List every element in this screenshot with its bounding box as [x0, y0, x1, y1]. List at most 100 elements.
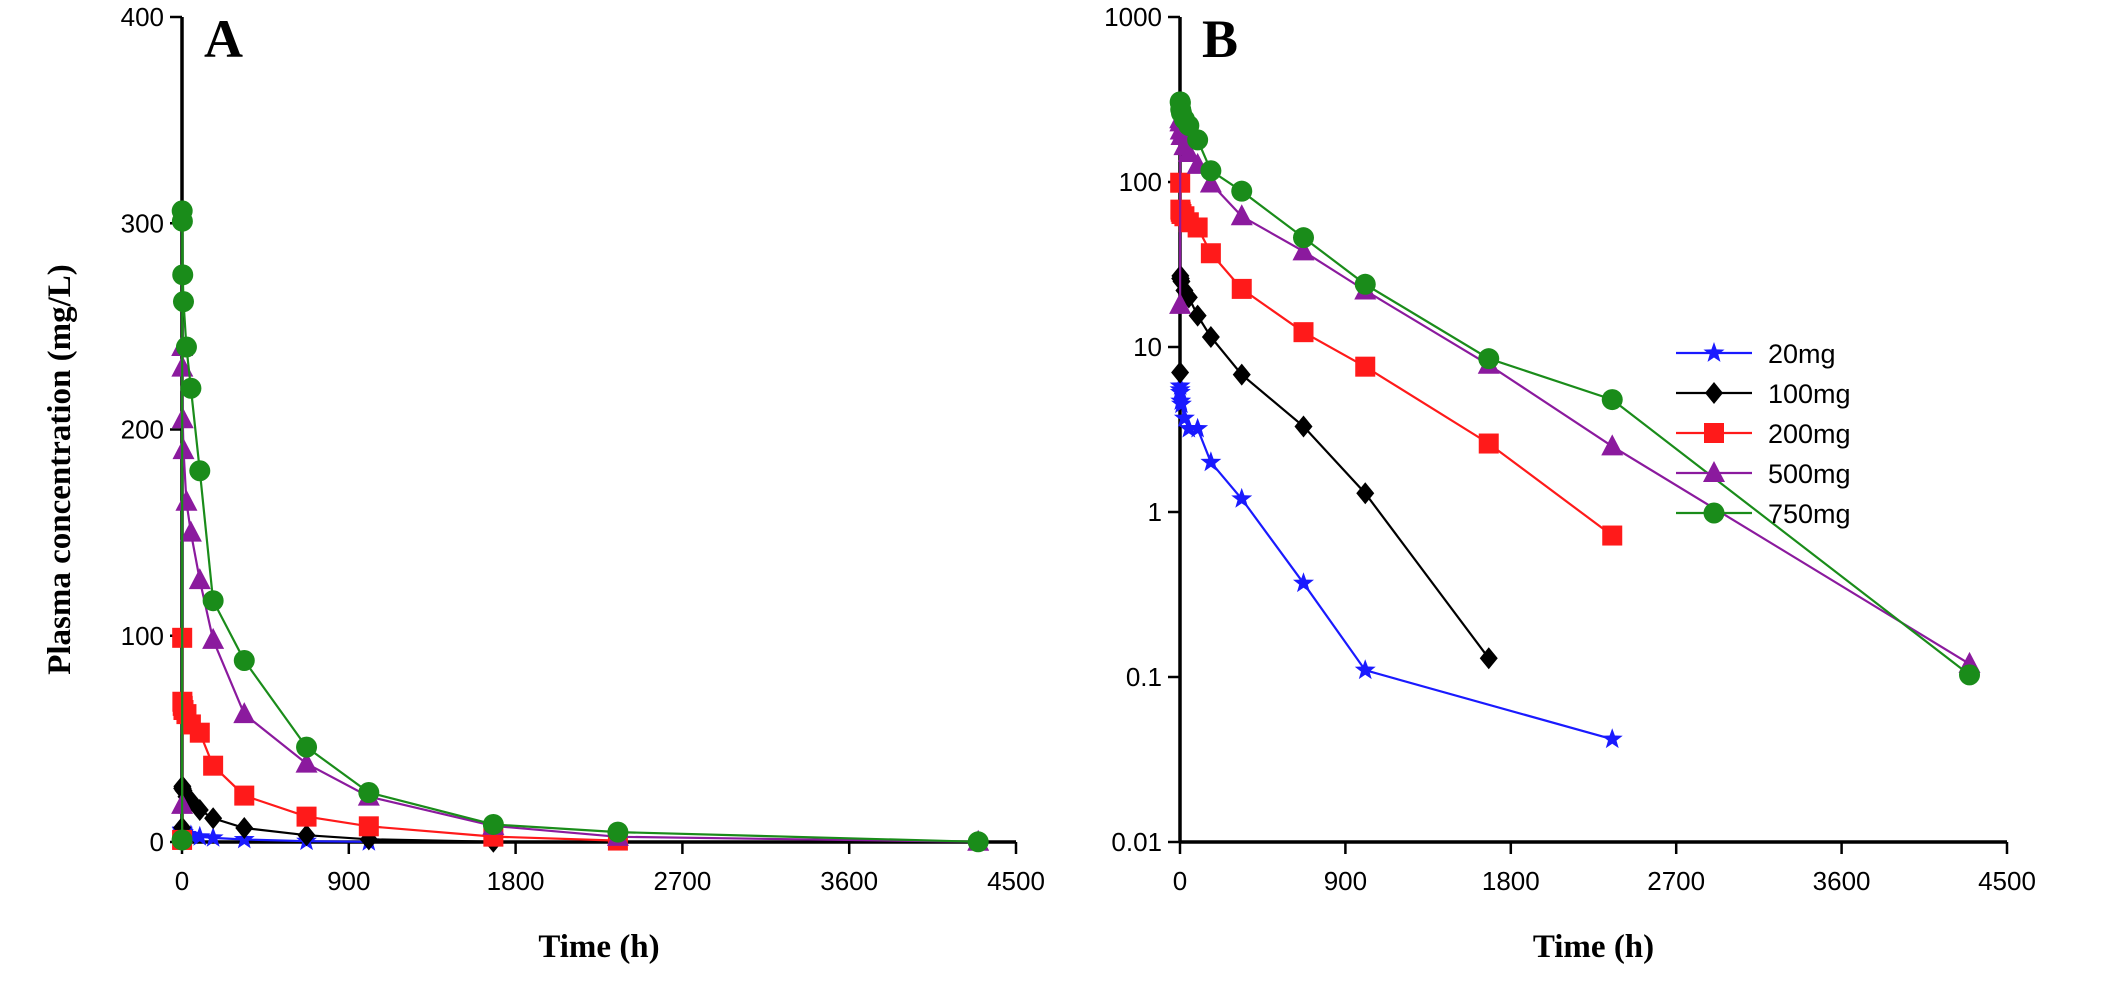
- data-point: [175, 336, 197, 358]
- data-point: [1293, 322, 1314, 343]
- series-20mg: [1169, 375, 1623, 749]
- panel-label: A: [204, 9, 243, 69]
- data-point: [189, 825, 211, 846]
- data-point: [1355, 356, 1376, 377]
- legend-label: 750mg: [1768, 499, 1851, 529]
- x-tick-label: 1800: [487, 866, 545, 896]
- data-point: [203, 755, 224, 776]
- legend-label: 100mg: [1768, 379, 1851, 409]
- x-tick-label: 0: [175, 866, 189, 896]
- y-tick-label: 400: [121, 2, 164, 32]
- data-point: [1602, 525, 1623, 546]
- data-point: [189, 722, 210, 743]
- legend-marker: [1705, 382, 1723, 404]
- panel-a-linear-chart: 0 900 1800 2700 3600 4500 0 100 200 300 400 A Time (…: [42, 2, 1045, 965]
- data-point: [358, 782, 380, 803]
- data-point: [295, 751, 318, 773]
- data-point: [296, 806, 317, 827]
- data-point: [1169, 292, 1192, 314]
- x-tick-label: 3600: [820, 866, 878, 896]
- data-point: [1231, 487, 1253, 508]
- data-point: [1478, 433, 1499, 454]
- y-tick-label: 200: [121, 415, 164, 445]
- data-point: [1200, 160, 1222, 182]
- y-tick-label: 300: [121, 208, 164, 238]
- legend-item: 20mg: [1676, 339, 1836, 369]
- legend: 20mg 100mg 200mg 500mg 750mg: [1676, 339, 1851, 529]
- y-tick-label: 100: [121, 621, 164, 651]
- data-point: [1294, 415, 1313, 438]
- data-point: [233, 702, 256, 724]
- legend-label: 20mg: [1768, 339, 1836, 369]
- data-point: [967, 831, 989, 853]
- series-line: [1179, 182, 1613, 537]
- x-axis-title: Time (h): [1533, 929, 1654, 965]
- series-line: [1179, 385, 1613, 741]
- series-line: [1178, 275, 1490, 659]
- data-point: [1478, 348, 1500, 370]
- legend-marker: [1703, 502, 1725, 524]
- legend-marker: [1703, 461, 1725, 482]
- panel-label: B: [1202, 9, 1238, 69]
- data-point: [1199, 171, 1222, 193]
- x-tick-label: 2700: [1647, 866, 1705, 896]
- data-point: [1292, 227, 1314, 249]
- legend-marker: [1704, 423, 1724, 443]
- data-point: [179, 520, 202, 542]
- data-point: [202, 826, 224, 847]
- data-point: [180, 377, 202, 399]
- series-750mg: [1169, 91, 1981, 686]
- data-point: [297, 824, 316, 847]
- data-point: [175, 489, 198, 511]
- data-point: [1171, 361, 1190, 384]
- x-tick-label: 4500: [987, 866, 1045, 896]
- y-tick-label: 1000: [1104, 2, 1162, 32]
- panel-b-log-chart: 0 900 1800 2700 3600 4500 0.01 0.1 1 10 100 1000 B Ti…: [1104, 2, 2036, 965]
- data-point: [1356, 482, 1375, 505]
- data-point: [296, 736, 318, 758]
- legend-item: 200mg: [1676, 419, 1851, 449]
- data-point: [1601, 389, 1623, 411]
- series-100mg: [1171, 264, 1498, 670]
- y-tick-label: 0.1: [1126, 662, 1162, 692]
- legend-label: 500mg: [1768, 459, 1851, 489]
- data-point: [1230, 204, 1253, 226]
- data-point: [1292, 239, 1315, 261]
- data-point: [1293, 572, 1314, 593]
- y-tick-label: 0.01: [1111, 827, 1162, 857]
- data-point: [1178, 417, 1200, 438]
- x-tick-label: 3600: [1813, 866, 1871, 896]
- data-point: [1200, 451, 1222, 472]
- legend-item: 100mg: [1676, 379, 1851, 409]
- y-tick-label: 10: [1133, 332, 1162, 362]
- data-point: [1354, 659, 1376, 680]
- data-point: [1479, 647, 1498, 670]
- data-point: [1601, 728, 1623, 749]
- data-point: [607, 821, 629, 843]
- x-tick-label: 2700: [653, 866, 711, 896]
- x-tick-label: 1800: [1482, 866, 1540, 896]
- data-point: [1187, 129, 1209, 151]
- data-point: [189, 460, 211, 482]
- data-point: [1601, 434, 1624, 456]
- data-point: [233, 650, 255, 671]
- legend-label: 200mg: [1768, 419, 1851, 449]
- x-tick-label: 900: [327, 866, 370, 896]
- legend-item: 500mg: [1676, 459, 1851, 489]
- data-point: [1231, 180, 1253, 202]
- legend-marker: [1703, 342, 1725, 362]
- x-tick-label: 900: [1324, 866, 1367, 896]
- data-point: [1354, 273, 1376, 295]
- x-tick-label: 0: [1173, 866, 1187, 896]
- series-500mg: [1169, 107, 1981, 673]
- x-axis-title: Time (h): [538, 929, 659, 965]
- y-axis-title: Plasma concentration (mg/L): [42, 264, 78, 675]
- data-point: [202, 590, 224, 612]
- data-point: [1173, 407, 1195, 428]
- data-point: [1201, 325, 1220, 348]
- data-point: [234, 785, 255, 806]
- data-point: [202, 627, 225, 649]
- data-point: [1232, 363, 1251, 386]
- series-500mg: [171, 335, 990, 851]
